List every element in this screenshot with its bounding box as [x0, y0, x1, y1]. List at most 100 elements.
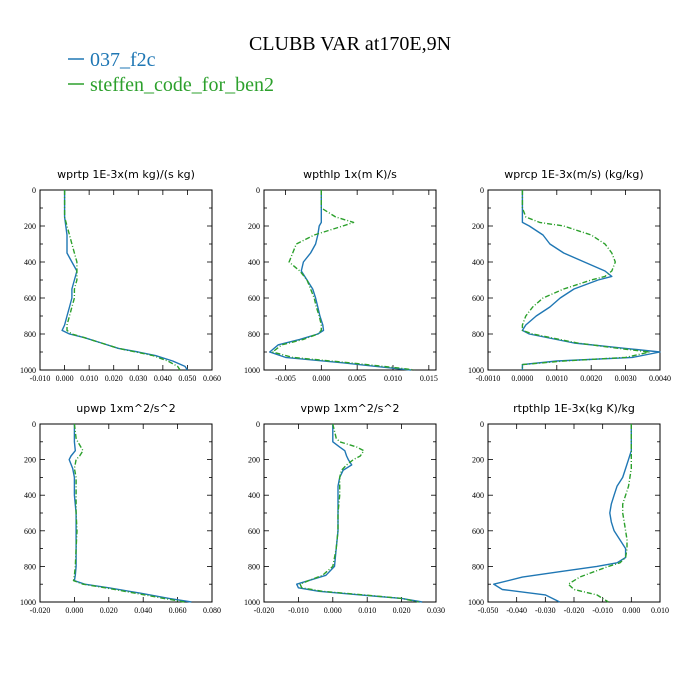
- panel-6: rtpthlp 1E-3x(kg K)/kg02004006008001000-…: [468, 402, 669, 615]
- y-tick-label: 800: [24, 562, 36, 571]
- y-tick-label: 800: [248, 562, 260, 571]
- x-tick-label: 0.000: [65, 606, 83, 615]
- y-tick-label: 800: [472, 562, 484, 571]
- y-tick-label: 600: [248, 294, 260, 303]
- series-line-steffen-code-for-ben2: [521, 190, 651, 370]
- series-line-037-f2c: [521, 190, 661, 370]
- panel-title: rtpthlp 1E-3x(kg K)/kg: [513, 402, 635, 415]
- x-tick-label: -0.010: [30, 374, 51, 383]
- panel-3: wprcp 1E-3x(m/s) (kg/kg) 0 200 400 600 800 100…: [468, 168, 671, 383]
- y-tick-label: 200: [24, 222, 36, 231]
- y-tick-label: 800: [472, 330, 484, 339]
- y-tick-label: 0: [256, 186, 260, 195]
- y-tick-label: 800: [248, 330, 260, 339]
- panel-title: vpwp 1xm^2/s^2: [300, 402, 399, 415]
- y-tick-label: 200: [248, 456, 260, 465]
- y-tick-label: 400: [248, 491, 260, 500]
- plot-frame: [487, 423, 661, 603]
- x-tick-label: 0.080: [203, 606, 221, 615]
- x-tick-label: -0.010: [592, 606, 613, 615]
- x-tick-label: 0.050: [178, 374, 196, 383]
- series-line-steffen-code-for-ben2: [299, 423, 419, 603]
- series-line-037-f2c: [493, 424, 632, 603]
- y-tick-label: 200: [248, 222, 260, 231]
- x-tick-label: 0.0010: [546, 374, 568, 383]
- x-tick-label: 0.0020: [580, 374, 602, 383]
- panel-2: wpthlp 1x(m K)/s 0 200 400 600 800 1000 -0.005 0…: [244, 168, 438, 383]
- y-tick-label: 1000: [20, 366, 36, 375]
- x-tick-label: 0.010: [651, 606, 669, 615]
- x-tick-label: 0.030: [129, 374, 147, 383]
- x-tick-label: 0.020: [100, 606, 118, 615]
- y-tick-label: 1000: [20, 598, 36, 607]
- y-tick-label: 600: [472, 294, 484, 303]
- y-tick-label: 600: [24, 294, 36, 303]
- legend-label-series-2: steffen_code_for_ben2: [90, 74, 274, 96]
- figure-title: CLUBB VAR at170E,9N: [249, 33, 451, 55]
- x-tick-label: 0.060: [203, 374, 221, 383]
- y-tick-label: 0: [480, 420, 484, 429]
- y-tick-label: 0: [32, 420, 36, 429]
- y-tick-label: 400: [472, 491, 484, 500]
- series-line-steffen-code-for-ben2: [567, 424, 632, 603]
- x-tick-label: 0.010: [384, 374, 402, 383]
- x-tick-label: -0.050: [478, 606, 499, 615]
- plot-frame: [39, 423, 213, 603]
- panel-grid: wprtp 1E-3x(m kg)/(s kg) 0 200 400 600 800 100…: [20, 168, 671, 615]
- legend: 037_f2c steffen_code_for_ben2: [68, 49, 274, 96]
- plot-frame: [263, 423, 437, 603]
- y-tick-label: 400: [24, 258, 36, 267]
- y-tick-label: 0: [256, 420, 260, 429]
- x-tick-label: 0.020: [105, 374, 123, 383]
- panel-title: upwp 1xm^2/s^2: [76, 402, 176, 415]
- x-tick-label: 0.005: [348, 374, 366, 383]
- series-line-037-f2c: [68, 424, 192, 603]
- x-tick-label: 0.015: [420, 374, 438, 383]
- y-tick-label: 1000: [468, 598, 484, 607]
- plot-frame: [39, 189, 213, 371]
- x-tick-label: 0.060: [169, 606, 187, 615]
- y-tick-label: 800: [24, 330, 36, 339]
- x-tick-label: -0.0010: [476, 374, 501, 383]
- x-tick-label: 0.0040: [649, 374, 671, 383]
- series-line-steffen-code-for-ben2: [63, 190, 181, 371]
- x-tick-label: -0.030: [535, 606, 556, 615]
- x-tick-label: 0.000: [56, 374, 74, 383]
- x-tick-label: 0.010: [80, 374, 98, 383]
- x-tick-label: -0.005: [275, 374, 296, 383]
- panel-title: wpthlp 1x(m K)/s: [303, 168, 397, 181]
- y-tick-label: 600: [24, 527, 36, 536]
- y-tick-label: 0: [480, 186, 484, 195]
- x-tick-label: 0.020: [393, 606, 411, 615]
- y-tick-label: 1000: [244, 366, 260, 375]
- y-tick-label: 400: [472, 258, 484, 267]
- panel-4: upwp 1xm^2/s^2 0 200 400 600 800 1000-0.020 0.0…: [20, 402, 221, 615]
- y-tick-label: 0: [32, 186, 36, 195]
- x-tick-label: 0.0030: [615, 374, 637, 383]
- x-tick-label: -0.040: [506, 606, 527, 615]
- y-tick-label: 600: [248, 527, 260, 536]
- series-line-037-f2c: [296, 424, 423, 603]
- x-tick-label: 0.040: [154, 374, 172, 383]
- series-line-037-f2c: [61, 190, 188, 371]
- x-tick-label: 0.000: [622, 606, 640, 615]
- x-tick-label: 0.030: [427, 606, 445, 615]
- y-tick-label: 200: [24, 456, 36, 465]
- panel-5: vpwp 1xm^2/s^2 0 200 400 600 800 1000-0.020 -0.…: [244, 402, 445, 615]
- x-tick-label: 0.010: [358, 606, 376, 615]
- series-line-steffen-code-for-ben2: [271, 190, 415, 371]
- panel-title: wprcp 1E-3x(m/s) (kg/kg): [504, 168, 643, 181]
- x-tick-label: 0.0000: [511, 374, 533, 383]
- y-tick-label: 200: [472, 456, 484, 465]
- series-line-steffen-code-for-ben2: [72, 423, 185, 603]
- y-tick-label: 200: [472, 222, 484, 231]
- x-tick-label: -0.020: [30, 606, 51, 615]
- y-tick-label: 400: [248, 258, 260, 267]
- series-line-037-f2c: [269, 190, 411, 371]
- x-tick-label: 0.000: [312, 374, 330, 383]
- legend-label-series-1: 037_f2c: [90, 49, 156, 71]
- x-tick-label: -0.010: [288, 606, 309, 615]
- x-tick-label: 0.040: [134, 606, 152, 615]
- y-tick-label: 400: [24, 491, 36, 500]
